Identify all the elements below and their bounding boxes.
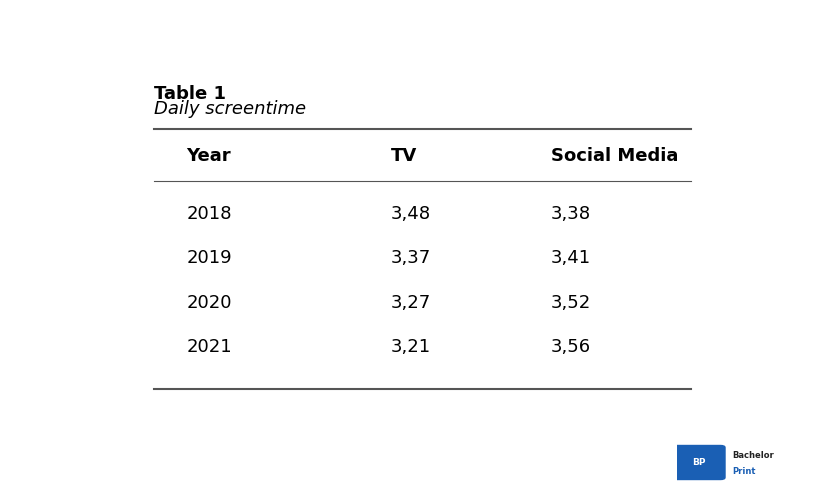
Text: 2018: 2018: [186, 205, 232, 223]
Text: 3,48: 3,48: [391, 205, 431, 223]
Text: 3,21: 3,21: [391, 338, 431, 356]
Text: TV: TV: [391, 147, 417, 165]
Text: 3,56: 3,56: [551, 338, 591, 356]
Text: 3,41: 3,41: [551, 250, 591, 268]
Text: Bachelor: Bachelor: [732, 450, 774, 460]
Text: Social Media: Social Media: [551, 147, 678, 165]
Text: 2019: 2019: [186, 250, 232, 268]
Text: 2020: 2020: [186, 294, 232, 312]
Text: 3,52: 3,52: [551, 294, 591, 312]
Text: Year: Year: [186, 147, 231, 165]
Text: 3,27: 3,27: [391, 294, 431, 312]
Text: Print: Print: [732, 466, 756, 475]
Text: 3,37: 3,37: [391, 250, 431, 268]
Text: Daily screentime: Daily screentime: [154, 100, 306, 118]
Text: 3,38: 3,38: [551, 205, 591, 223]
FancyBboxPatch shape: [672, 446, 725, 480]
Text: 2021: 2021: [186, 338, 232, 356]
Text: Table 1: Table 1: [154, 85, 226, 103]
Text: BP: BP: [691, 458, 705, 467]
